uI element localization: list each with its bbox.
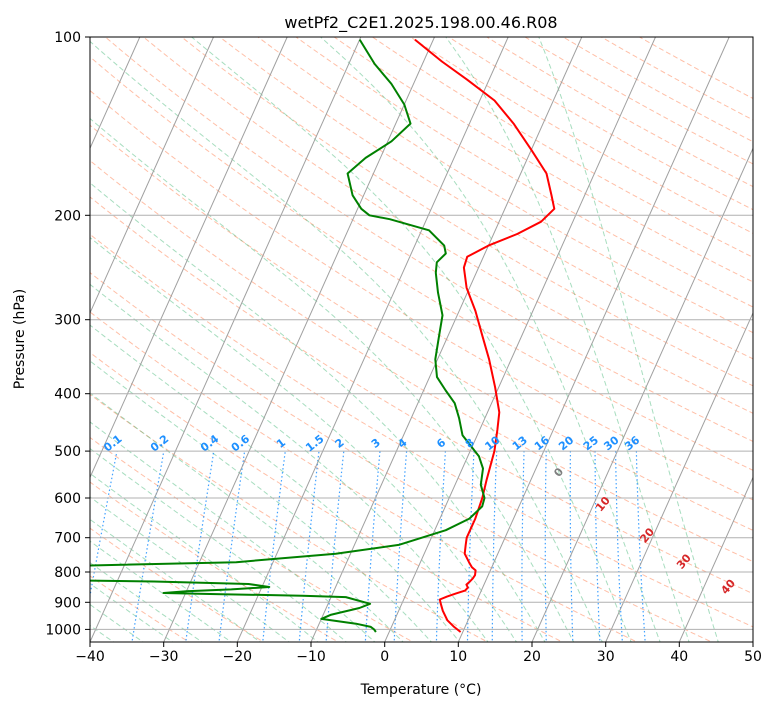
dry-adiabat-line [579, 24, 775, 645]
mixing-ratio-label: 20 [556, 433, 576, 453]
dry-adiabat-line [0, 24, 492, 645]
mixing-ratio-label: 13 [510, 434, 530, 454]
moist-adiabat-line [0, 24, 377, 645]
mixing-ratio-label: 2 [333, 436, 347, 451]
mixing-ratio-label: 16 [532, 433, 552, 453]
mixing-ratio-line [219, 451, 245, 644]
y-tick-label: 200 [54, 208, 81, 224]
isotherm-line [753, 37, 775, 642]
isotherm-line [532, 37, 775, 642]
mixing-ratio-line [636, 451, 645, 644]
moist-adiabat-line [0, 24, 462, 645]
mixing-ratio-line [299, 451, 319, 644]
mixing-ratio-line [616, 451, 623, 644]
x-tick-label: 30 [597, 649, 615, 665]
mixing-ratio-label: 30 [601, 433, 621, 453]
grid-layer [0, 24, 775, 645]
moist-adiabat-line [0, 24, 406, 645]
mixing-ratio-label: 3 [369, 436, 383, 451]
dry-adiabat-line [0, 24, 775, 645]
mixing-ratio-line [132, 451, 164, 644]
chart-title: wetPf2_C2E1.2025.198.00.46.R08 [284, 13, 557, 33]
isotherm-line [16, 37, 287, 642]
mixing-ratio-label: 1 [274, 436, 288, 451]
x-tick-label: −40 [75, 649, 105, 665]
y-tick-label: 1000 [45, 622, 81, 638]
y-axis-label: Pressure (hPa) [12, 289, 28, 389]
dry-adiabat-label: -10 [17, 424, 40, 448]
mixing-ratio-line [522, 451, 524, 644]
mixing-ratio-label: 8 [463, 436, 477, 451]
y-tick-label: 400 [54, 387, 81, 403]
moist-adiabat-label: 20 [637, 525, 657, 545]
isotherm-line [0, 37, 214, 642]
moist-adiabat-line [0, 24, 292, 645]
moist-adiabat-line [0, 24, 575, 645]
temperature-profile-line [415, 40, 554, 632]
mixing-ratio-line [394, 451, 407, 644]
y-tick-label: 800 [54, 565, 81, 581]
dry-adiabat-line [15, 24, 775, 645]
moist-adiabat-line [0, 24, 321, 645]
x-tick-label: 40 [670, 649, 688, 665]
x-tick-label: −20 [223, 649, 253, 665]
moist-adiabat-line [436, 24, 690, 645]
isotherm-line [90, 37, 361, 642]
moist-adiabat-line [0, 24, 490, 645]
x-tick-label: 10 [449, 649, 467, 665]
dry-adiabat-line [90, 24, 775, 645]
plot-frame [90, 37, 753, 642]
mixing-ratio-label: 36 [622, 433, 642, 453]
moist-adiabat-line [0, 24, 235, 645]
y-tick-label: 500 [54, 444, 81, 460]
moist-adiabat-line [0, 24, 205, 645]
moist-adiabat-line [70, 24, 603, 645]
x-tick-label: 0 [380, 649, 389, 665]
dry-adiabat-line [353, 24, 775, 645]
mixing-ratio-line [595, 451, 600, 644]
moist-adiabat-label: 0 [551, 465, 566, 479]
mixing-ratio-label: 25 [581, 434, 601, 454]
x-axis-label: Temperature (°C) [360, 682, 482, 698]
x-tick-label: 20 [523, 649, 541, 665]
dry-adiabat-line [0, 24, 775, 645]
mixing-ratio-line [545, 451, 546, 644]
dry-adiabat-line [0, 24, 343, 645]
isotherm-line [0, 37, 66, 642]
dry-adiabat-line [0, 24, 775, 645]
isotherm-line [385, 37, 656, 642]
mixing-ratio-label: 10 [483, 433, 503, 453]
x-tick-label: −10 [296, 649, 326, 665]
isotherm-line [606, 37, 775, 642]
dry-adiabat-line [428, 24, 775, 645]
moist-adiabat-line [0, 24, 434, 645]
moist-adiabat-label: 40 [718, 577, 738, 597]
y-tick-label: 300 [54, 313, 81, 329]
dry-adiabat-line [466, 24, 775, 645]
moist-adiabat-line [533, 24, 719, 645]
y-tick-label: 900 [54, 595, 81, 611]
y-tick-label: 100 [54, 30, 81, 46]
mixing-ratio-label: 6 [434, 436, 448, 451]
y-tick-label: 700 [54, 531, 81, 547]
isotherm-line [237, 37, 508, 642]
series-layer [0, 40, 554, 632]
x-tick-label: −30 [149, 649, 179, 665]
moist-adiabat-line [176, 24, 632, 645]
y-tick-label: 600 [54, 491, 81, 507]
mixing-ratio-line [185, 451, 213, 644]
moist-adiabat-line [0, 24, 349, 645]
moist-adiabat-line [0, 24, 264, 645]
dry-adiabat-line [541, 24, 775, 645]
mixing-ratio-line [570, 451, 573, 644]
mixing-ratio-line [492, 451, 496, 644]
dry-adiabat-line [0, 24, 775, 645]
moist-adiabat-label: 30 [674, 551, 694, 571]
x-tick-label: 50 [744, 649, 762, 665]
